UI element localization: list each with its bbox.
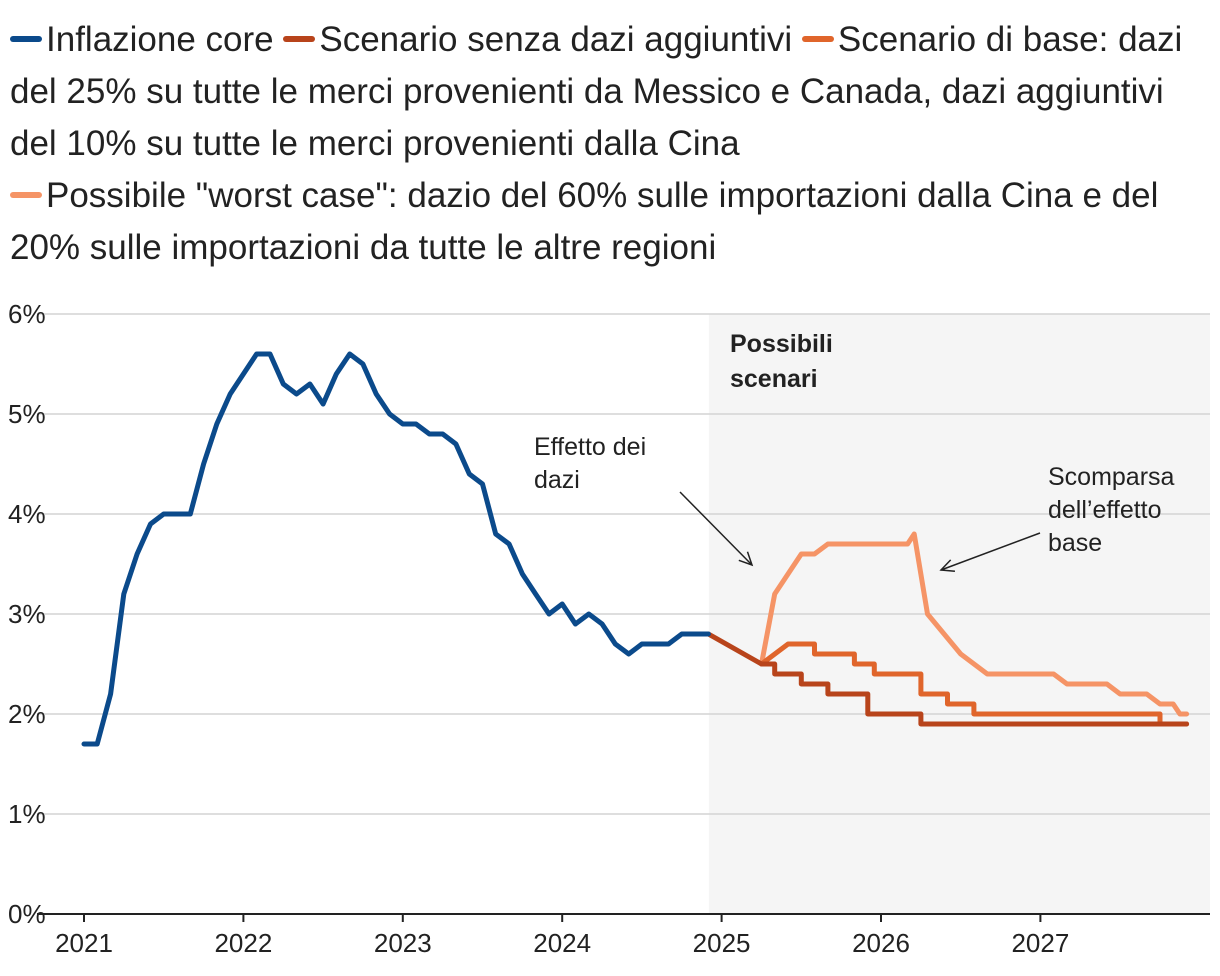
shaded-region-label-line-2: scenari (730, 365, 818, 393)
x-tick-label-1: 2022 (214, 928, 272, 958)
series-lines (81, 351, 1190, 747)
y-tick-label-3: 3% (8, 599, 46, 629)
y-tick-label-5: 5% (8, 399, 46, 429)
annotation-base-effect-line-2: dell’effetto (1048, 496, 1162, 524)
y-tick-label-4: 4% (8, 499, 46, 529)
legend-label-2: Scenario senza dazi aggiuntivi (319, 20, 793, 59)
arrow-tariff-effect-head (738, 551, 754, 567)
series-line-2 (705, 631, 1190, 727)
arrow-base-effect-shaft (940, 532, 1041, 571)
x-tick-label-3: 2024 (533, 928, 591, 958)
legend-item-2: Scenario senza dazi aggiuntivi (283, 20, 792, 59)
series-line-1 (81, 351, 711, 747)
legend-item-3: Scenario di base: dazi del 25% su tutte … (10, 20, 1182, 163)
y-tick-label-6: 6% (8, 299, 46, 329)
legend-swatch-3 (801, 35, 834, 42)
shaded-region-label-line-1: Possibili (730, 330, 833, 358)
legend-swatch-4 (10, 191, 42, 198)
legend-label-1: Inflazione core (46, 20, 274, 59)
legend-item-4: Possibile "worst case": dazio del 60% su… (10, 176, 1158, 267)
legend-swatch-2 (283, 35, 316, 42)
legend-label-4: Possibile "worst case": dazio del 60% su… (10, 176, 1159, 267)
x-tick-label-5: 2026 (852, 928, 910, 958)
annotation-tariff-effect-line-2: dazi (534, 466, 580, 494)
legend-swatch-1 (10, 35, 42, 42)
annotation-base-effect-line-1: Scomparsa (1048, 463, 1175, 491)
arrow-base-effect-head (939, 559, 956, 573)
axes: 0%1%2%3%4%5%6%2021 2022 2023 2024 2025 2026 20… (8, 299, 1210, 958)
annotation-base-effect-line-3: base (1048, 529, 1102, 557)
x-tick-label-2: 2023 (374, 928, 432, 958)
annotation-tariff-effect-line-1: Effetto dei (534, 433, 646, 461)
series-line-3 (759, 641, 1190, 727)
y-tick-label-1: 1% (8, 799, 46, 829)
annotations: Effetto dei dazi Scomparsa dell’effetto base (534, 433, 1175, 573)
x-tick-label-6: 2027 (1011, 928, 1069, 958)
chart-legend: Inflazione core Scenario senza dazi aggi… (10, 14, 1210, 274)
legend-item-1: Inflazione core (10, 20, 274, 59)
x-tick-label-4: 2025 (693, 928, 751, 958)
x-tick-label-0: 2021 (55, 928, 113, 958)
arrow-tariff-effect-shaft (679, 491, 753, 566)
legend-label-3: Scenario di base: dazi del 25% su tutte … (10, 20, 1183, 163)
series-line-4 (759, 531, 1190, 717)
y-tick-label-2: 2% (8, 699, 46, 729)
